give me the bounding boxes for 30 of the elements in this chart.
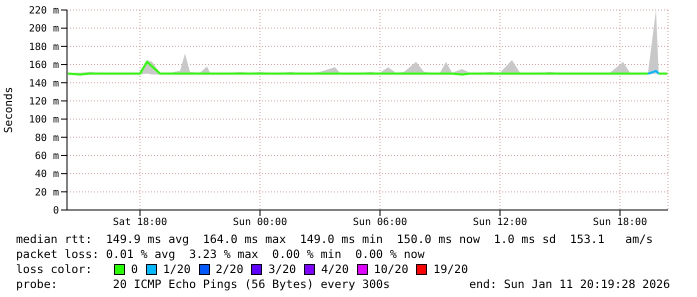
y-tick-label: 0 [52, 206, 59, 217]
legend-label: 0 [131, 262, 138, 277]
legend-label: 1/20 [162, 262, 191, 277]
x-tick-label: Sat 18:00 [112, 217, 168, 228]
y-tick-label: 200 m [28, 24, 59, 35]
legend-title: loss color: [16, 262, 94, 277]
y-tick-label: 40 m [34, 169, 59, 180]
text: median rtt: 149.9 ms avg 164.0 ms max 149.0 ms min 150.0 ms now 1.0 ms sd 153.1 am/s [16, 232, 654, 247]
text: probe: 20 ICMP Echo Pings (56 Bytes) every 300s [16, 277, 390, 292]
y-axis-title: Seconds [2, 86, 15, 134]
y-tick-label: 80 m [34, 132, 59, 144]
y-tick-label: 100 m [28, 114, 59, 126]
legend-label: 4/20 [321, 262, 349, 277]
y-tick-label: 160 m [28, 60, 59, 72]
y-tick-label: 180 m [28, 42, 59, 53]
y-tick-label: 20 m [34, 187, 59, 198]
legend-label: 10/20 [374, 262, 408, 277]
legend-label: 19/20 [433, 262, 468, 277]
legend-label: 3/20 [268, 262, 296, 277]
y-tick-label: 140 m [28, 78, 59, 90]
text: packet loss: 0.01 % avg 3.23 % max 0.00 % min 0.00 % now [16, 247, 426, 262]
x-tick-label: Sun 18:00 [592, 217, 648, 228]
y-tick-label: 60 m [34, 151, 59, 162]
x-tick-label: Sun 06:00 [352, 217, 408, 228]
y-tick-label: 120 m [28, 96, 59, 108]
x-tick-label: Sun 12:00 [472, 217, 528, 228]
y-tick-label: 220 m [28, 6, 59, 17]
legend-label: 2/20 [216, 262, 244, 277]
x-tick-label: Sun 00:00 [232, 217, 288, 228]
text: end: Sun Jan 11 20:19:28 2026 [469, 277, 670, 292]
